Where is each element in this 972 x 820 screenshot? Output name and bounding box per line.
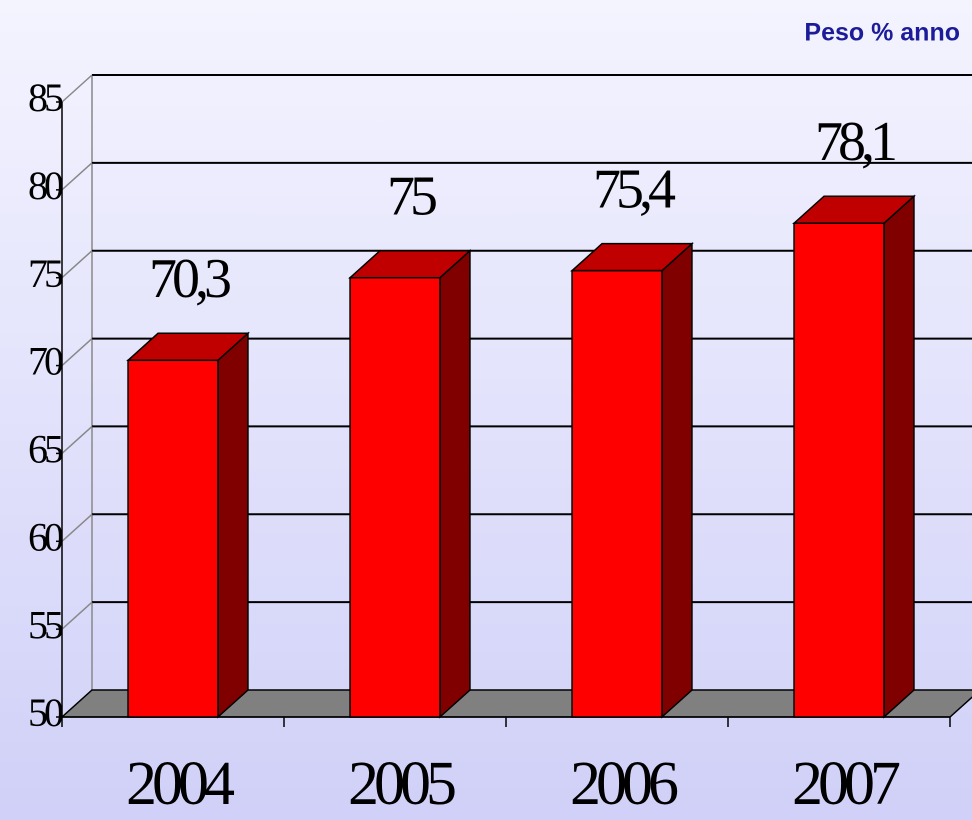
chart-title: Peso % anno [804, 19, 960, 47]
bar-side [217, 331, 249, 719]
y-tick-label: 50 [28, 690, 63, 735]
grid-line [61, 162, 93, 191]
grid-line [61, 74, 93, 103]
value-label: 75 [387, 166, 436, 228]
y-tick-label: 60 [28, 514, 63, 559]
bar-side [883, 194, 915, 719]
value-label: 75,4 [593, 159, 676, 221]
grid-line [61, 250, 93, 279]
y-tick-label: 80 [28, 163, 63, 208]
bar-side [439, 249, 471, 719]
bar [127, 359, 219, 718]
bar [349, 276, 441, 718]
value-label: 78,1 [815, 111, 895, 173]
y-tick-label: 70 [28, 339, 63, 384]
y-tick-label: 85 [28, 75, 63, 120]
bar [793, 222, 885, 718]
x-tick-label: 2005 [348, 750, 455, 818]
x-tick-label: 2007 [792, 750, 900, 818]
y-tick-label: 75 [28, 251, 63, 296]
bar-side [661, 242, 693, 719]
bar [571, 269, 663, 718]
x-tick-label: 2004 [126, 750, 235, 818]
value-label: 70,3 [149, 248, 230, 310]
x-tick-label: 2006 [570, 750, 678, 818]
grid-line [61, 425, 93, 454]
y-tick-label: 65 [28, 427, 63, 472]
grid-line [61, 513, 93, 542]
y-tick-label: 55 [28, 602, 63, 647]
grid-line [61, 601, 93, 630]
grid-line [61, 338, 93, 367]
